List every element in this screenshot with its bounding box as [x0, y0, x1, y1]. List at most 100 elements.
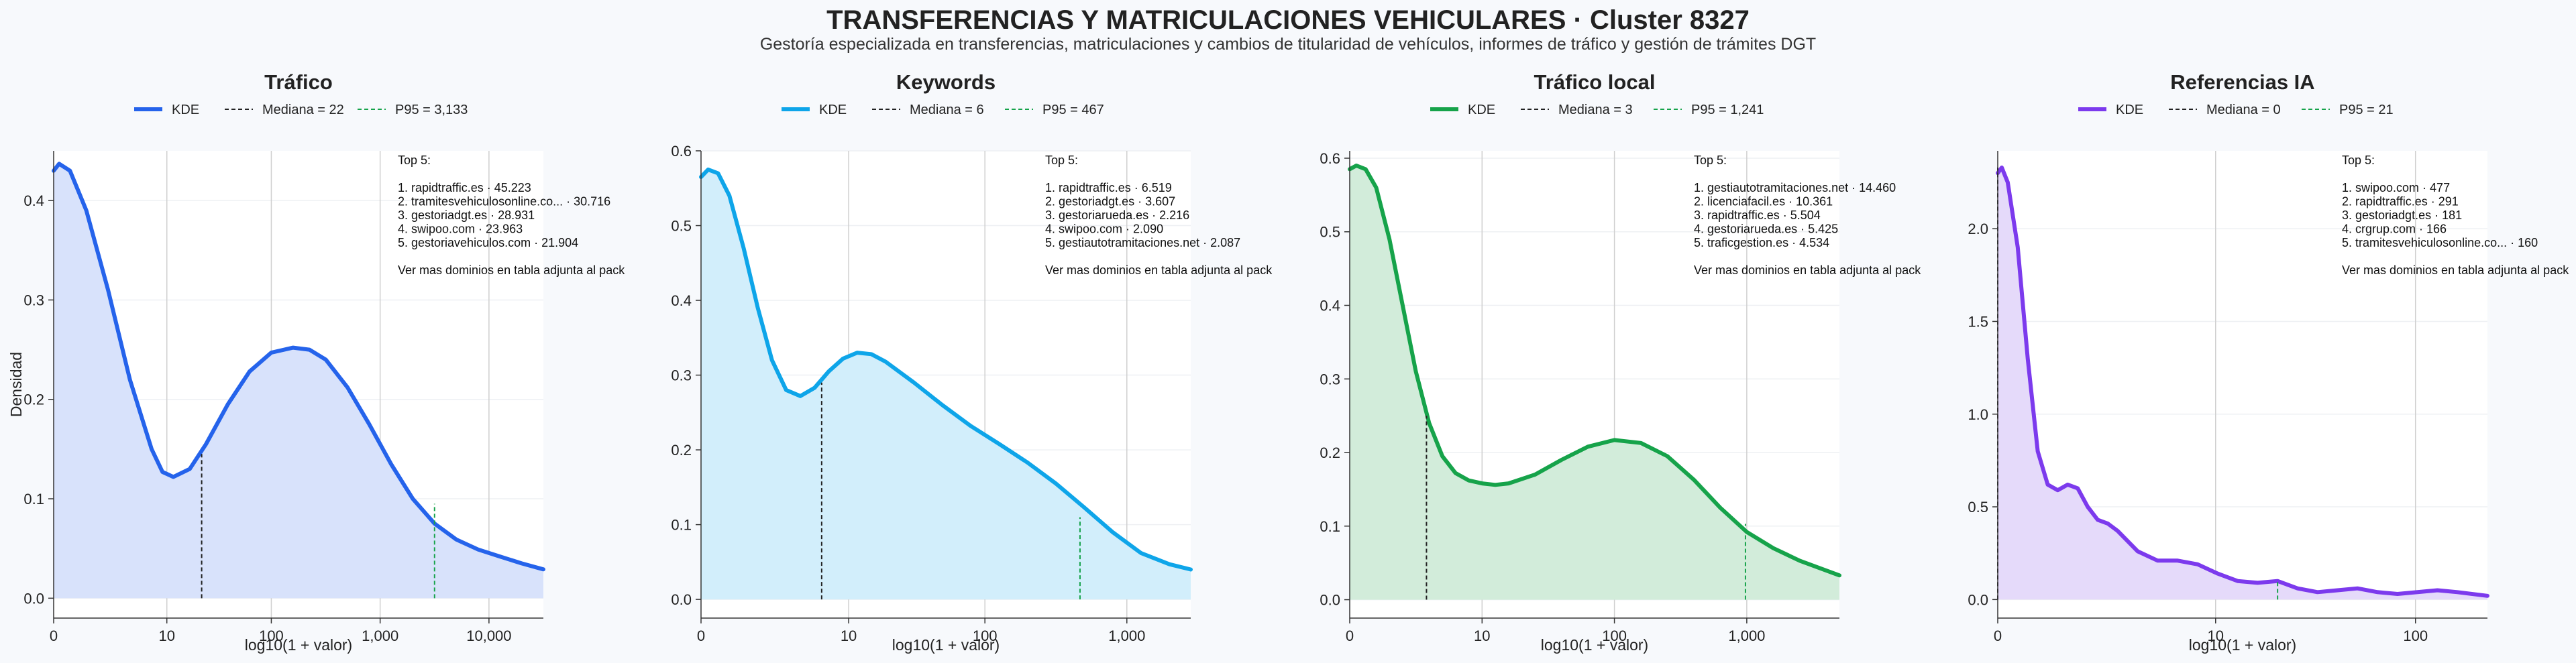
x-tick-label: 0	[697, 627, 705, 644]
chart-panel-3: 0.0 0.1 0.2 0.3 0.4 0.5 0.6 0 10 100 1,000 log10(1 …	[1320, 70, 1921, 654]
page-subtitle: Gestoría especializada en transferencias…	[759, 35, 1817, 54]
chart-panel-1: 0.0 0.1 0.2 0.3 0.4 0 10 100 1,000 10,000 log10(1 …	[7, 70, 625, 654]
kde-area	[1998, 167, 2487, 600]
y-tick-label: 0.5	[1968, 499, 1988, 516]
annotation-line: 3. gestoriarueda.es · 2.216	[1045, 208, 1189, 222]
x-tick-label: 0	[1346, 627, 1354, 644]
x-tick-label: 10	[1474, 627, 1490, 644]
annotation-line: 2. licenciafacil.es · 10.361	[1694, 195, 1833, 208]
x-tick-label: 0	[1994, 627, 2002, 644]
annotation-line: 2. gestoriadgt.es · 3.607	[1045, 195, 1175, 208]
annotation-line: 4. gestoriarueda.es · 5.425	[1694, 223, 1838, 236]
kde-line	[1996, 165, 2489, 598]
chart-panel-4: 0.0 0.5 1.0 1.5 2.0 0 10 100 log10(1 + valor) Ref…	[1968, 70, 2569, 654]
y-tick-label: 0.6	[1320, 150, 1340, 167]
kde-line	[1348, 164, 1841, 578]
x-tick-label: 100	[2403, 627, 2428, 644]
y-tick-label: 0.5	[1320, 224, 1340, 241]
x-tick-label: 0	[50, 627, 58, 644]
y-axis-label: Densidad	[7, 352, 25, 417]
x-tick-label: 1,000	[1728, 627, 1765, 644]
chart-title: Referencias IA	[2170, 70, 2314, 94]
legend-kde-label: KDE	[819, 103, 847, 117]
y-tick-label: 0.0	[671, 591, 692, 608]
annotation-line: Top 5:	[1045, 154, 1078, 167]
y-tick-label: 0.3	[23, 292, 44, 308]
y-tick-label: 1.5	[1968, 313, 1988, 330]
legend-p95-label: P95 = 467	[1042, 103, 1104, 117]
annotation-line: 4. swipoo.com · 23.963	[398, 223, 523, 236]
x-tick-label: 1,000	[362, 627, 398, 644]
x-tick-label: 100	[259, 627, 284, 644]
annotation-line: Ver mas dominios en tabla adjunta al pac…	[1694, 263, 1921, 277]
legend-p95-label: P95 = 1,241	[1691, 103, 1764, 117]
y-tick-label: 0.4	[671, 292, 692, 309]
y-tick-label: 0.1	[1320, 518, 1340, 535]
x-tick-label: 10	[2208, 627, 2224, 644]
x-tick-label: 10	[841, 627, 857, 644]
annotation-line: Top 5:	[1694, 154, 1727, 167]
annotation-line: Ver mas dominios en tabla adjunta al pac…	[1045, 263, 1273, 277]
annotation-line: 5. gestiautotramitaciones.net · 2.087	[1045, 236, 1240, 249]
x-axis-label: log10(1 + valor)	[1541, 636, 1648, 654]
annotation-line: Top 5:	[2342, 154, 2375, 167]
legend-p95-label: P95 = 21	[2339, 103, 2394, 117]
x-axis-label: log10(1 + valor)	[245, 636, 352, 654]
x-tick-label: 10	[158, 627, 174, 644]
y-tick-label: 0.3	[671, 367, 692, 384]
annotation-line: 4. swipoo.com · 2.090	[1045, 223, 1163, 236]
annotation-line: 1. rapidtraffic.es · 6.519	[1045, 181, 1172, 194]
annotation-line: 5. traficgestion.es · 4.534	[1694, 236, 1829, 249]
y-tick-label: 0.5	[671, 218, 692, 235]
chart-title: Keywords	[896, 70, 996, 94]
annotation-line: 1. gestiautotramitaciones.net · 14.460	[1694, 181, 1896, 194]
y-tick-label: 0.6	[671, 143, 692, 160]
x-tick-label: 1,000	[1108, 627, 1145, 644]
legend-median-label: Mediana = 6	[910, 103, 984, 117]
kde-line	[699, 167, 1193, 572]
annotation-line: Top 5:	[398, 154, 431, 167]
chart-title: Tráfico local	[1534, 70, 1656, 94]
y-tick-label: 0.2	[1320, 444, 1340, 461]
page-title: TRANSFERENCIAS Y MATRICULACIONES VEHICUL…	[826, 5, 1750, 35]
y-tick-label: 0.3	[1320, 371, 1340, 387]
kde-area	[54, 164, 543, 599]
chart-title: Tráfico	[264, 70, 333, 94]
y-tick-label: 0.4	[23, 192, 44, 209]
x-tick-label: 100	[1602, 627, 1627, 644]
kde-area	[701, 169, 1191, 600]
y-tick-label: 0.0	[1968, 591, 1988, 608]
legend-kde-label: KDE	[1468, 103, 1495, 117]
x-tick-label: 100	[973, 627, 998, 644]
legend-kde-label: KDE	[2116, 103, 2143, 117]
y-tick-label: 0.4	[1320, 298, 1340, 314]
y-tick-label: 0.1	[23, 491, 44, 507]
x-axis-label: log10(1 + valor)	[2189, 636, 2296, 654]
annotation-line: 5. gestoriavehiculos.com · 21.904	[398, 236, 578, 249]
y-tick-label: 0.0	[23, 590, 44, 607]
annotation-line: 3. gestoriadgt.es · 28.931	[398, 208, 535, 222]
kde-line	[52, 162, 545, 572]
y-tick-label: 0.2	[23, 391, 44, 408]
x-tick-label: 10,000	[466, 627, 511, 644]
y-tick-label: 0.1	[671, 517, 692, 534]
legend-median-label: Mediana = 0	[2206, 103, 2281, 117]
kde-area	[1350, 166, 1839, 600]
y-tick-label: 0.2	[671, 442, 692, 459]
y-tick-label: 0.0	[1320, 592, 1340, 609]
annotation-line: Ver mas dominios en tabla adjunta al pac…	[2342, 263, 2569, 277]
legend-median-label: Mediana = 3	[1558, 103, 1633, 117]
annotation-line: 3. rapidtraffic.es · 5.504	[1694, 208, 1821, 222]
annotation-line: 2. rapidtraffic.es · 291	[2342, 195, 2459, 208]
annotation-line: Ver mas dominios en tabla adjunta al pac…	[398, 263, 625, 277]
legend-median-label: Mediana = 22	[262, 103, 344, 117]
legend-kde-label: KDE	[172, 103, 199, 117]
chart-panel-2: 0.0 0.1 0.2 0.3 0.4 0.5 0.6 0 10 100 1,000 log10(1 …	[671, 70, 1273, 654]
annotation-line: 4. crgrup.com · 166	[2342, 223, 2447, 236]
legend-p95-label: P95 = 3,133	[395, 103, 468, 117]
annotation-line: 3. gestoriadgt.es · 181	[2342, 208, 2462, 222]
annotation-line: 1. rapidtraffic.es · 45.223	[398, 181, 531, 194]
y-tick-label: 1.0	[1968, 406, 1988, 423]
annotation-line: 1. swipoo.com · 477	[2342, 181, 2450, 194]
